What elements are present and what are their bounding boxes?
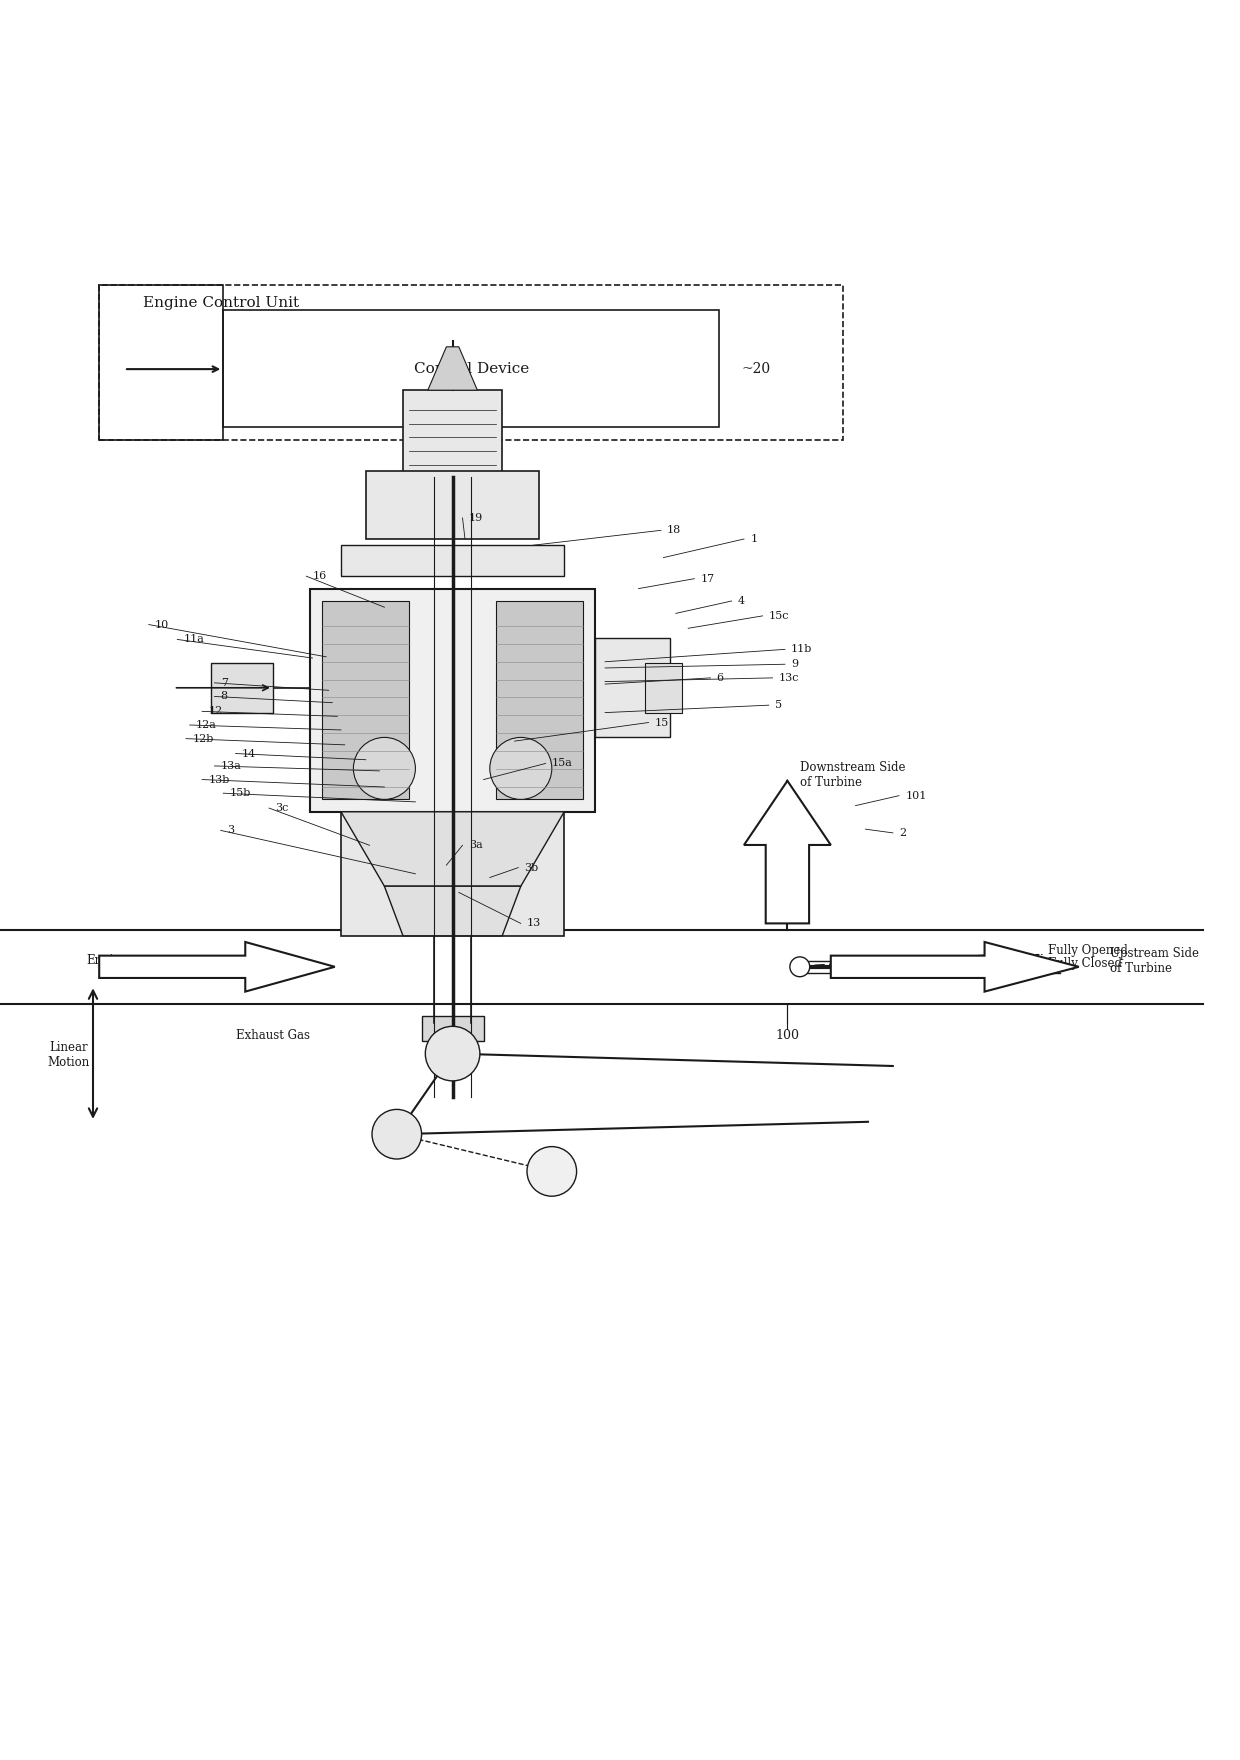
Bar	[322, 600, 409, 799]
Text: 15a: 15a	[552, 759, 573, 769]
Text: 3: 3	[227, 825, 234, 836]
Polygon shape	[428, 347, 477, 391]
Text: 100: 100	[775, 1028, 800, 1042]
Text: 12a: 12a	[196, 720, 217, 730]
Text: ~20: ~20	[742, 363, 770, 377]
Bar	[223, 310, 719, 428]
Text: 8: 8	[221, 692, 228, 702]
Text: Downstream Side
of Turbine: Downstream Side of Turbine	[800, 760, 905, 788]
Circle shape	[372, 1109, 422, 1160]
Text: 3b: 3b	[525, 862, 538, 873]
Text: Control Device: Control Device	[414, 363, 528, 377]
Bar	[403, 391, 502, 477]
Polygon shape	[744, 781, 831, 924]
Circle shape	[527, 1146, 577, 1197]
Bar	[645, 664, 682, 713]
Text: 16: 16	[312, 572, 326, 581]
Text: Upstream Side
of Turbine: Upstream Side of Turbine	[1110, 947, 1199, 975]
Text: 13c: 13c	[779, 672, 800, 683]
Text: 15c: 15c	[769, 611, 790, 621]
Bar	[341, 546, 564, 576]
Text: 2: 2	[899, 827, 906, 838]
Text: 4: 4	[738, 597, 745, 605]
Text: Exhaust Gas: Exhaust Gas	[236, 1028, 310, 1042]
Bar	[310, 588, 595, 811]
Polygon shape	[99, 942, 335, 991]
Text: 19: 19	[469, 512, 482, 523]
Circle shape	[490, 737, 552, 799]
Text: 12b: 12b	[192, 734, 213, 744]
Text: 15: 15	[655, 718, 668, 727]
Text: Engine Control Unit: Engine Control Unit	[143, 296, 299, 310]
Text: 10: 10	[155, 620, 169, 630]
Text: 11b: 11b	[791, 644, 812, 655]
Bar	[341, 811, 564, 936]
Text: 12: 12	[208, 706, 222, 716]
Text: 3c: 3c	[275, 803, 289, 813]
Text: Fully Closed: Fully Closed	[1048, 957, 1122, 970]
Bar	[595, 639, 670, 737]
Circle shape	[353, 737, 415, 799]
Text: Linear
Motion: Linear Motion	[47, 1040, 89, 1068]
Circle shape	[425, 1026, 480, 1081]
Text: 101: 101	[905, 790, 926, 801]
Bar	[496, 600, 583, 799]
Text: 1: 1	[750, 533, 758, 544]
Bar	[366, 470, 539, 539]
Text: 14: 14	[242, 748, 255, 759]
Text: 18: 18	[667, 524, 681, 535]
Text: 9: 9	[791, 660, 799, 669]
Bar	[422, 1016, 484, 1042]
Polygon shape	[384, 887, 521, 936]
Text: 17: 17	[701, 574, 714, 584]
Circle shape	[790, 957, 810, 977]
Text: 13a: 13a	[221, 760, 242, 771]
Bar	[211, 664, 273, 713]
Polygon shape	[831, 942, 1079, 991]
Text: 3a: 3a	[469, 840, 482, 850]
Text: 13: 13	[527, 919, 541, 929]
Bar	[99, 285, 843, 440]
Text: Fully Opened: Fully Opened	[1048, 943, 1127, 957]
Text: 11a: 11a	[184, 634, 205, 644]
Text: 6: 6	[717, 672, 724, 683]
Text: Engine: Engine	[87, 954, 129, 966]
Text: 13b: 13b	[208, 774, 229, 785]
Text: 7: 7	[221, 678, 228, 688]
Text: 15b: 15b	[229, 788, 250, 799]
Polygon shape	[341, 811, 564, 887]
Bar	[99, 285, 223, 440]
Text: 5: 5	[775, 700, 782, 709]
